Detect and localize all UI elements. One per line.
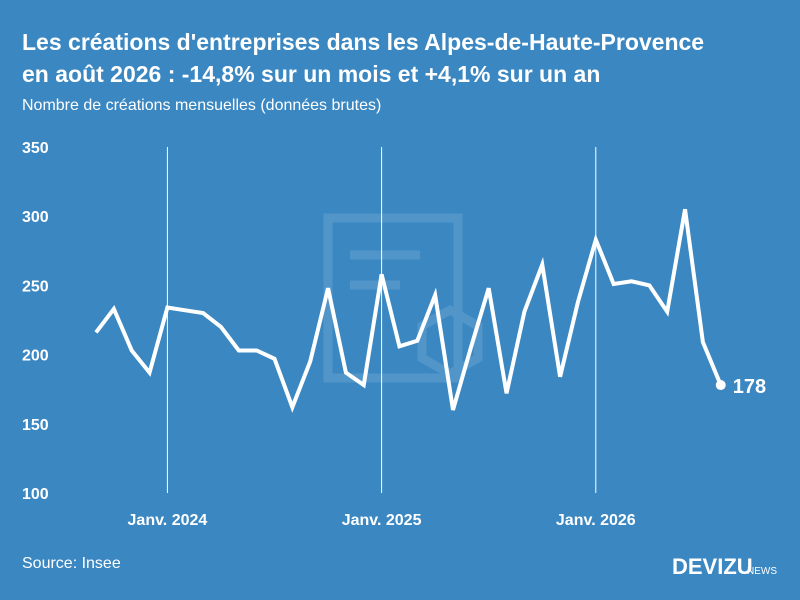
x-tick-label: Janv. 2025 (342, 512, 422, 529)
end-point (715, 380, 726, 391)
source: Source: Insee (22, 555, 121, 572)
y-tick-label: 200 (22, 348, 49, 365)
y-tick-label: 300 (22, 209, 49, 226)
x-tick-label: Janv. 2024 (128, 512, 208, 529)
line (94, 208, 723, 413)
chart-subtitle: Nombre de créations mensuelles (données … (22, 97, 381, 114)
y-tick-label: 250 (22, 278, 49, 295)
chart-title: en août 2026 : -14,8% sur un mois et +4,… (22, 61, 600, 87)
y-tick-label: 350 (22, 140, 49, 157)
y-tick-label: 100 (22, 486, 49, 503)
y-tick-label: 150 (22, 417, 49, 434)
chart-title: Les créations d'entreprises dans les Alp… (22, 29, 704, 55)
value-label: 178 (733, 376, 766, 398)
brand-suffix: NEWS (747, 566, 777, 577)
brand: DEVIZU (672, 554, 753, 579)
x-tick-label: Janv. 2026 (556, 512, 636, 529)
